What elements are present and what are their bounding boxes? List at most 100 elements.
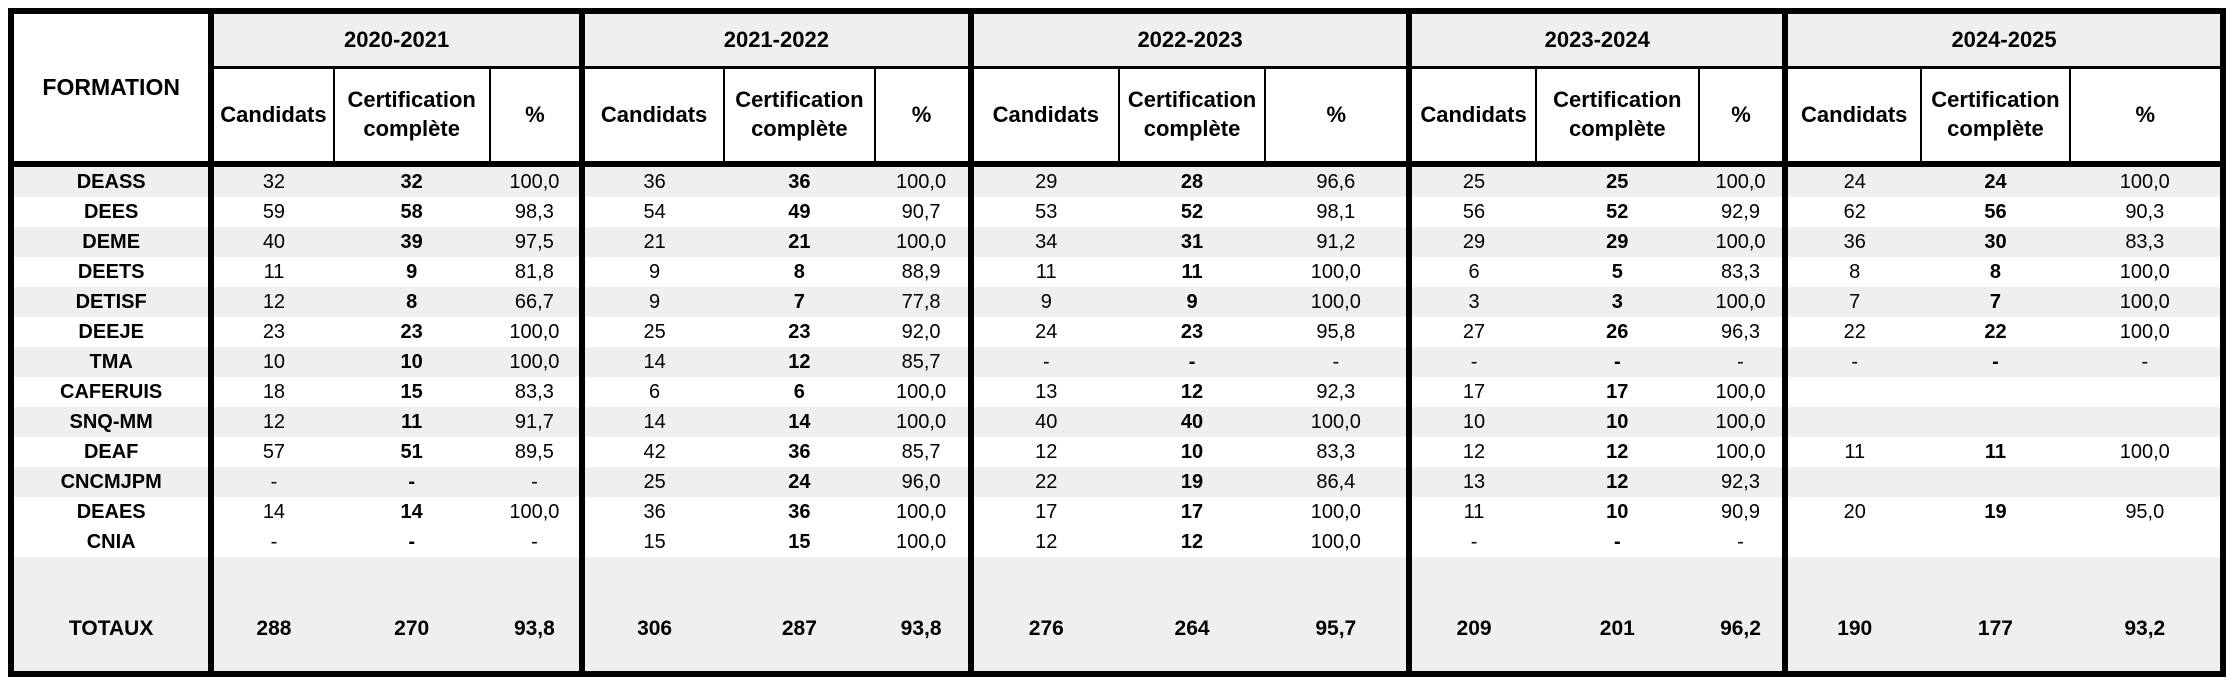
candidats-value: 9 [967,287,1119,317]
certification-complete-value: 30 [1984,230,2007,253]
formation-label: DEAES [11,497,215,527]
totals-candidats-value: 209 [1406,587,1536,674]
candidats-value: 21 [578,227,725,257]
spacer-cell [2069,557,2223,587]
certification-complete-value: 8 [406,290,418,313]
table-row-DEAES: DEAES 14 14 100,0 36 36 100,0 17 17 100,0 11 10 90,9… [11,497,2223,527]
candidats-value: 25 [1406,164,1536,197]
certification-complete-value: 9 [406,260,418,283]
percent-value: 95,8 [1316,320,1356,343]
certification-complete-value: 21 [788,230,811,253]
certification-complete-value: 14 [788,410,811,433]
year-header-2024-2025: 2024-2025 [1782,11,2223,69]
candidats-value: 12 [208,287,334,317]
percent-value: 96,0 [901,470,941,493]
totals-candidats-value: 276 [967,587,1119,674]
certification-complete-value: - [1613,350,1621,373]
table-row-DEES: DEES 59 58 98,3 54 49 90,7 53 52 98,1 56 52 92,9 62 56… [11,197,2223,227]
candidats-value: 22 [1782,317,1922,347]
certification-complete-value: 31 [1180,230,1204,253]
candidats-value: 11 [208,257,334,287]
candidats-value: 13 [967,377,1119,407]
percent-value: - [1332,350,1340,373]
percent-value: 100,0 [509,170,560,193]
formation-label: DEME [11,227,215,257]
percent-value: 91,7 [514,410,554,433]
candidats-value: 11 [967,257,1119,287]
certification-complete-value: 23 [400,320,423,343]
candidats-value: 24 [1782,164,1922,197]
candidats-value: - [967,347,1119,377]
certification-complete-value: 29 [1606,230,1629,253]
certification-complete-value: 23 [788,320,811,343]
candidats-value: 22 [967,467,1119,497]
formation-label: DEAF [11,437,215,467]
certification-complete-value: 23 [1180,320,1204,343]
candidats-value [1782,527,1922,557]
candidats-value: - [208,467,334,497]
certification-complete-value: 24 [788,470,811,493]
percent-value: 100,0 [509,320,560,343]
candidats-value: - [1406,527,1536,557]
percent-value: - [2141,350,2149,373]
formation-label: DETISF [11,287,215,317]
percent-value: 97,5 [514,230,554,253]
certification-complete-value: 39 [400,230,423,253]
candidats-value: 12 [208,407,334,437]
spacer-cell [1265,557,1410,587]
certification-results-table: FORMATION 2020-2021 2021-2022 2022-2023 202… [8,8,2226,677]
percent-value: 77,8 [901,290,941,313]
formation-label: DEETS [11,257,215,287]
percent-value: 100,0 [896,410,947,433]
sub-header-row: Candidats Certification complète% Candidat… [11,67,2223,167]
candidats-value: 17 [967,497,1119,527]
formation-label: DEEJE [11,317,215,347]
candidats-value: 10 [208,347,334,377]
percent-value: 90,7 [901,200,941,223]
certification-complete-value: 10 [1180,440,1204,463]
formation-label: DEASS [11,164,215,197]
candidats-value: 27 [1406,317,1536,347]
candidats-value: 20 [1782,497,1922,527]
candidats-value: 8 [1782,257,1922,287]
candidats-value: 24 [967,317,1119,347]
spacer-cell [1118,557,1266,587]
table-row-DEASS: DEASS 32 32 100,0 36 36 100,0 29 28 96,6 25 25 100,0… [11,164,2223,197]
spacer-cell [1921,557,2070,587]
candidats-value: 29 [1406,227,1536,257]
certification-complete-value: 28 [1180,170,1204,193]
col-header-certification-complete: Certification complète [1920,67,2070,167]
candidats-value: 36 [578,164,725,197]
totals-percent-value: 93,8 [489,587,582,674]
candidats-value: 14 [578,407,725,437]
candidats-value: 56 [1406,197,1536,227]
percent-value [2070,467,2223,497]
percent-value [2070,407,2223,437]
col-header-percent: % [1697,67,1786,167]
percent-value: 83,3 [1721,260,1760,283]
col-header-candidats: Candidats [1406,67,1536,167]
certification-complete-value: 36 [788,170,811,193]
table-row-CAFERUIS: CAFERUIS 18 15 83,3 6 6 100,0 13 12 92,3 17 17 100,0 [11,377,2223,407]
formation-label: DEES [11,197,215,227]
table-row-DEME: DEME 40 39 97,5 21 21 100,0 34 31 91,2 29 29 100,0 36… [11,227,2223,257]
percent-value: 85,7 [901,350,941,373]
col-header-percent: % [488,67,582,167]
percent-value: 81,8 [514,260,554,283]
percent-value: 100,0 [2119,440,2170,463]
spacer-cell [724,557,875,587]
certification-complete-value: 10 [1606,500,1629,523]
candidats-value: 17 [1406,377,1536,407]
candidats-value: - [1782,347,1922,377]
percent-value: 83,3 [1316,440,1356,463]
col-header-certification-complete: Certification complète [1534,67,1699,167]
certification-complete-value: 8 [1989,260,2002,283]
percent-value: 100,0 [2119,170,2170,193]
spacer-cell [578,557,725,587]
candidats-value: - [1406,347,1536,377]
spacer-row [11,557,2223,587]
percent-value: 100,0 [509,500,560,523]
percent-value: 100,0 [1715,380,1766,403]
candidats-value: 62 [1782,197,1922,227]
totals-candidats-value: 190 [1782,587,1922,674]
